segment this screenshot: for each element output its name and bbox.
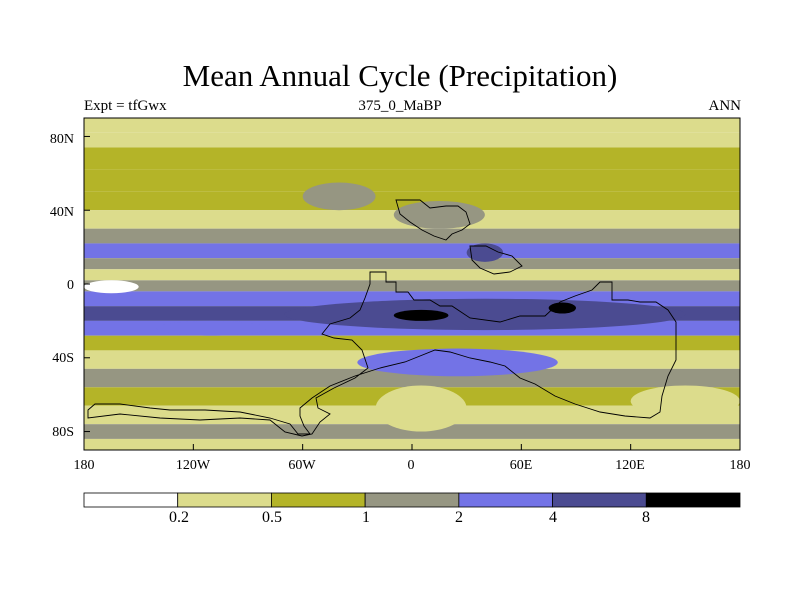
x-tick-label-120e: 120E — [615, 458, 645, 473]
precip-bands — [84, 118, 740, 450]
colorbar-label-2: 2 — [455, 509, 463, 526]
x-tick-label-0: 0 — [407, 458, 415, 473]
precip-band-4 — [84, 191, 740, 211]
colorbar-swatch-6 — [645, 492, 741, 508]
y-tick-label-40s: 40S — [52, 351, 74, 366]
precip-patch-9 — [302, 182, 376, 211]
coastline-siberia — [469, 245, 523, 275]
precip-band-9 — [84, 269, 740, 281]
precip-band-3 — [84, 169, 740, 192]
precip-patch-7 — [630, 385, 740, 417]
x-tick-label-60w: 60W — [288, 458, 316, 473]
precip-patches — [84, 182, 740, 432]
precip-patch-0 — [284, 298, 686, 331]
precip-patch-8 — [84, 280, 139, 294]
subtitle-age: 375_0_MaBP — [358, 98, 442, 114]
precip-band-10 — [84, 280, 740, 292]
coastline-gondwana — [87, 271, 677, 437]
colorbar-swatch-5 — [552, 492, 647, 508]
y-tick-label-80s: 80S — [52, 425, 74, 440]
precip-band-14 — [84, 335, 740, 351]
y-tick-label-80n: 80N — [49, 132, 74, 147]
plot-title: Mean Annual Cycle (Precipitation) — [182, 58, 618, 93]
precip-band-19 — [84, 424, 740, 439]
x-tick-label-180e: 180 — [729, 458, 751, 473]
continent-outlines — [87, 199, 677, 437]
x-tick-label-120w: 120W — [175, 458, 211, 473]
precip-band-6 — [84, 228, 740, 244]
precip-band-8 — [84, 258, 740, 270]
precip-patch-1 — [393, 309, 449, 321]
precip-patch-10 — [393, 201, 485, 229]
precip-patch-6 — [375, 385, 467, 432]
colorbar-label-1: 1 — [362, 509, 370, 526]
precip-patch-5 — [357, 348, 558, 377]
precip-patch-2 — [548, 302, 576, 314]
precip-patch-4 — [156, 320, 267, 336]
x-tick-label-60e: 60E — [509, 458, 533, 473]
y-tick-label-0: 0 — [67, 278, 74, 293]
colorbar-swatch-4 — [458, 492, 553, 508]
precip-patch-3 — [466, 243, 504, 262]
colorbar-label-4: 4 — [549, 509, 557, 526]
precip-band-7 — [84, 243, 740, 259]
colorbar-swatch-1 — [177, 492, 272, 508]
subtitle-experiment: Expt = tfGwx — [84, 98, 167, 114]
x-tick-label-180w: 180 — [73, 458, 95, 473]
precip-band-0 — [84, 118, 740, 133]
colorbar — [83, 492, 741, 508]
colorbar-swatch-0 — [83, 492, 179, 508]
colorbar-label-8: 8 — [642, 509, 650, 526]
colorbar-label-0-2: 0.2 — [169, 509, 189, 526]
colorbar-swatch-2 — [271, 492, 366, 508]
colorbar-label-0-5: 0.5 — [262, 509, 282, 526]
precip-band-2 — [84, 147, 740, 170]
y-tick-label-40n: 40N — [49, 205, 74, 220]
subtitle-period: ANN — [708, 98, 742, 114]
precip-band-1 — [84, 132, 740, 148]
coastline-laurussia — [395, 199, 471, 241]
colorbar-swatch-3 — [364, 492, 460, 508]
axis-ticks — [83, 135, 741, 450]
precip-band-16 — [84, 368, 740, 388]
